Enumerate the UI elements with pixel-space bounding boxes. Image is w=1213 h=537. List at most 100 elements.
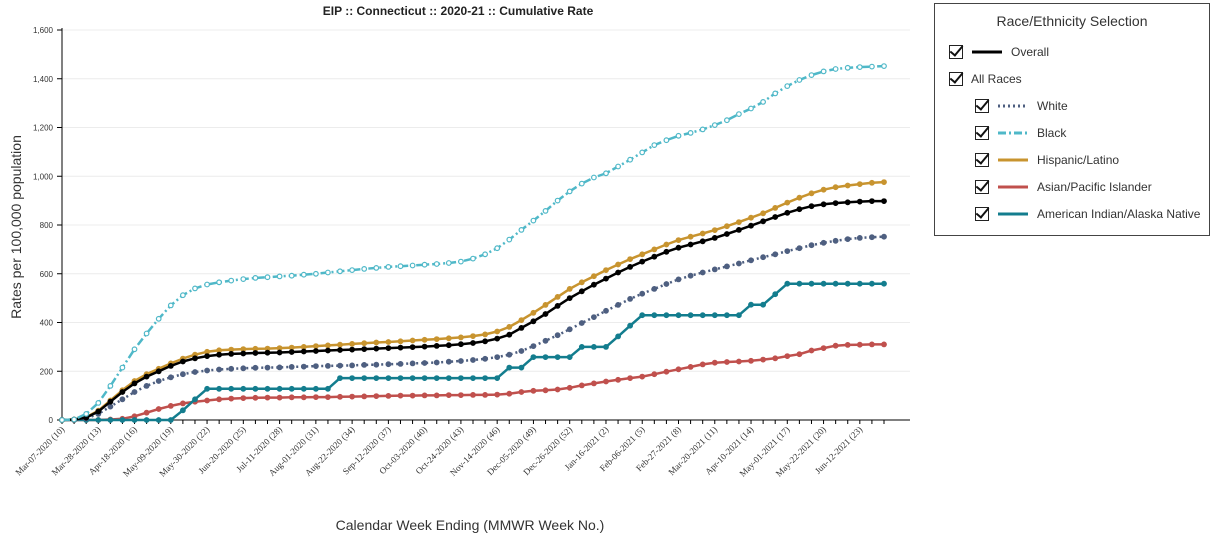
data-point-asian-pacific-islander[interactable] — [784, 353, 791, 359]
data-point-black[interactable] — [518, 226, 525, 233]
checkbox-hispanic-latino[interactable] — [975, 153, 989, 167]
data-point-american-indian-alaska-native[interactable] — [300, 385, 307, 392]
data-point-black[interactable] — [482, 251, 489, 258]
data-point-american-indian-alaska-native[interactable] — [240, 385, 247, 392]
data-point-white[interactable] — [192, 369, 198, 375]
data-point-black[interactable] — [627, 156, 633, 163]
data-point-american-indian-alaska-native[interactable] — [832, 280, 839, 287]
data-point-black[interactable] — [433, 261, 440, 267]
data-point-american-indian-alaska-native[interactable] — [167, 417, 174, 423]
data-point-overall[interactable] — [167, 362, 174, 369]
data-point-black[interactable] — [832, 66, 839, 72]
data-point-overall[interactable] — [397, 344, 404, 351]
checkbox-all-races[interactable] — [949, 72, 963, 86]
data-point-american-indian-alaska-native[interactable] — [324, 385, 331, 392]
data-point-american-indian-alaska-native[interactable] — [627, 322, 633, 329]
data-point-hispanic-latino[interactable] — [820, 186, 827, 193]
data-point-american-indian-alaska-native[interactable] — [409, 375, 416, 381]
data-point-white[interactable] — [216, 366, 222, 373]
data-point-overall[interactable] — [445, 342, 452, 349]
data-point-white[interactable] — [591, 314, 597, 320]
data-point-white[interactable] — [796, 245, 803, 252]
data-point-overall[interactable] — [288, 349, 295, 355]
data-point-black[interactable] — [361, 266, 368, 272]
data-point-asian-pacific-islander[interactable] — [252, 394, 259, 401]
data-point-american-indian-alaska-native[interactable] — [494, 375, 501, 381]
data-point-black[interactable] — [844, 64, 851, 71]
data-point-white[interactable] — [530, 343, 537, 349]
data-point-white[interactable] — [240, 365, 247, 372]
data-point-american-indian-alaska-native[interactable] — [711, 312, 718, 319]
data-point-american-indian-alaska-native[interactable] — [179, 407, 186, 414]
data-point-overall[interactable] — [651, 253, 658, 260]
data-point-overall[interactable] — [264, 349, 271, 356]
data-point-overall[interactable] — [615, 269, 621, 276]
data-point-hispanic-latino[interactable] — [421, 336, 428, 343]
data-point-black[interactable] — [204, 281, 211, 288]
data-point-hispanic-latino[interactable] — [361, 340, 368, 347]
data-point-asian-pacific-islander[interactable] — [445, 392, 452, 398]
data-point-black[interactable] — [772, 90, 779, 97]
data-point-black[interactable] — [385, 264, 392, 270]
data-point-overall[interactable] — [856, 198, 863, 205]
data-point-american-indian-alaska-native[interactable] — [591, 343, 597, 350]
data-point-overall[interactable] — [252, 350, 259, 356]
legend-item-all-races[interactable]: All Races — [949, 69, 1022, 89]
data-point-white[interactable] — [566, 326, 573, 333]
data-point-american-indian-alaska-native[interactable] — [784, 280, 791, 287]
data-point-american-indian-alaska-native[interactable] — [433, 375, 440, 381]
data-point-black[interactable] — [349, 267, 356, 274]
data-point-overall[interactable] — [748, 222, 754, 229]
data-point-black[interactable] — [228, 277, 235, 284]
data-point-white[interactable] — [300, 363, 307, 370]
data-point-black[interactable] — [566, 188, 573, 195]
data-point-black[interactable] — [216, 279, 223, 286]
data-point-american-indian-alaska-native[interactable] — [252, 385, 259, 392]
data-point-black[interactable] — [240, 276, 247, 283]
data-point-overall[interactable] — [349, 346, 355, 353]
data-point-white[interactable] — [651, 285, 658, 292]
data-point-hispanic-latino[interactable] — [615, 261, 621, 268]
data-point-asian-pacific-islander[interactable] — [288, 394, 295, 401]
data-point-asian-pacific-islander[interactable] — [591, 380, 597, 387]
data-point-american-indian-alaska-native[interactable] — [457, 375, 464, 381]
data-point-white[interactable] — [663, 281, 670, 287]
data-point-overall[interactable] — [409, 344, 416, 350]
data-point-overall[interactable] — [542, 311, 549, 317]
legend-item-black[interactable]: Black — [975, 123, 1066, 143]
data-point-black[interactable] — [639, 149, 646, 156]
data-point-asian-pacific-islander[interactable] — [373, 393, 380, 399]
checkbox-asian-pacific-islander[interactable] — [975, 180, 989, 194]
data-point-hispanic-latino[interactable] — [312, 343, 319, 349]
data-point-asian-pacific-islander[interactable] — [361, 393, 368, 400]
data-point-white[interactable] — [748, 257, 754, 264]
data-point-black[interactable] — [167, 302, 174, 309]
data-point-overall[interactable] — [578, 288, 585, 295]
data-point-overall[interactable] — [143, 373, 150, 380]
data-point-black[interactable] — [264, 274, 271, 281]
data-point-white[interactable] — [143, 382, 150, 389]
data-point-american-indian-alaska-native[interactable] — [276, 385, 283, 392]
data-point-asian-pacific-islander[interactable] — [772, 355, 779, 362]
data-point-white[interactable] — [784, 248, 791, 254]
data-point-black[interactable] — [699, 126, 706, 133]
data-point-asian-pacific-islander[interactable] — [856, 341, 863, 348]
data-point-white[interactable] — [179, 371, 186, 378]
data-point-hispanic-latino[interactable] — [518, 317, 525, 323]
data-point-white[interactable] — [167, 374, 174, 381]
data-point-white[interactable] — [856, 234, 863, 241]
data-point-asian-pacific-islander[interactable] — [312, 394, 319, 400]
data-point-overall[interactable] — [760, 218, 766, 225]
checkbox-white[interactable] — [975, 99, 989, 113]
data-point-white[interactable] — [518, 348, 525, 354]
data-point-black[interactable] — [530, 217, 537, 224]
data-point-white[interactable] — [204, 367, 210, 374]
data-point-overall[interactable] — [179, 358, 186, 365]
data-point-black[interactable] — [95, 400, 102, 406]
data-point-black[interactable] — [506, 236, 513, 243]
data-point-black[interactable] — [119, 364, 126, 371]
data-point-asian-pacific-islander[interactable] — [748, 357, 754, 364]
data-point-hispanic-latino[interactable] — [736, 219, 742, 225]
data-point-hispanic-latino[interactable] — [772, 204, 779, 211]
data-point-overall[interactable] — [724, 231, 730, 237]
